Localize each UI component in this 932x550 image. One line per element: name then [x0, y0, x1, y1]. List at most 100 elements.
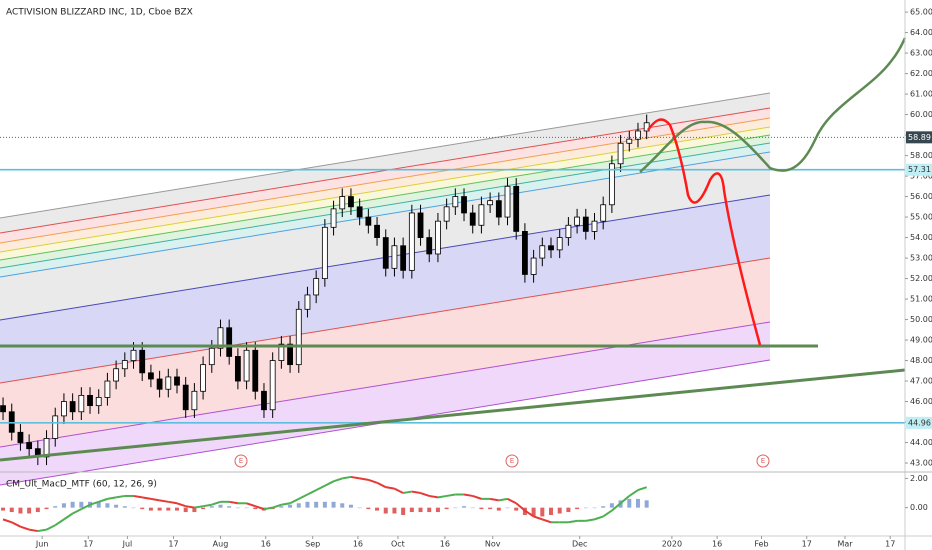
drawings: [0, 92, 771, 486]
macd-histogram-bar: [348, 504, 353, 508]
candle-body: [295, 308, 302, 366]
macd-histogram-bar: [435, 507, 440, 513]
macd-line: [11, 521, 21, 528]
y-tick-label: 55.00: [910, 213, 932, 222]
macd-histogram-bar: [505, 507, 510, 509]
candle-body: [522, 231, 528, 275]
candle-body: [104, 380, 111, 398]
candle-body: [417, 212, 424, 238]
macd-line: [159, 499, 169, 503]
earnings-label: E: [239, 457, 243, 465]
macd-tick-label: 0.00: [910, 503, 928, 512]
macd-histogram-bar: [201, 507, 206, 510]
macd-histogram-bar: [61, 503, 66, 508]
macd-histogram-bar: [514, 507, 519, 511]
macd-line: [281, 502, 291, 506]
candle-body: [287, 343, 293, 366]
macd-line: [359, 477, 369, 481]
macd-line: [376, 481, 387, 489]
x-tick-label: 16: [353, 540, 363, 549]
candle-body: [313, 278, 320, 296]
macd-histogram-bar: [566, 507, 571, 513]
macd-line: [585, 518, 595, 522]
macd-histogram-bar: [18, 507, 23, 514]
candle-body: [130, 349, 137, 361]
macd-histogram-bar: [444, 507, 449, 510]
channel-line: [0, 134, 771, 261]
macd-histogram-bar: [322, 501, 327, 508]
macd-line: [568, 519, 578, 524]
macd-line: [333, 477, 343, 483]
macd-histogram-bar: [401, 507, 406, 515]
candle-body: [582, 216, 589, 232]
macd-histogram-bar: [609, 503, 614, 508]
candle-body: [148, 372, 154, 380]
macd-histogram-bar: [314, 501, 319, 508]
y-tick-label: 47.00: [910, 377, 932, 386]
candle-body: [435, 220, 441, 255]
macd-histogram-bar: [627, 498, 632, 508]
y-tick-label: 63.00: [910, 49, 932, 58]
x-tick-label: 17: [168, 540, 178, 549]
macd-histogram-bar: [583, 507, 588, 509]
macd-histogram-bar: [209, 506, 214, 508]
candle-body: [78, 394, 85, 413]
x-tick-label: Oct: [391, 540, 405, 549]
macd-histogram-bar: [575, 507, 580, 510]
price-label-box: [906, 416, 932, 429]
macd-line: [489, 497, 499, 502]
x-tick-label: Aug: [213, 540, 229, 549]
candle-body: [17, 431, 24, 443]
macd-line: [524, 509, 535, 518]
macd-histogram-bar: [496, 507, 501, 511]
candle-body: [365, 216, 372, 226]
candle-body: [617, 142, 624, 165]
macd-histogram-bar: [409, 507, 414, 513]
macd-histogram-bar: [44, 507, 49, 510]
y-tick-label: 58.00: [910, 151, 932, 160]
macd-histogram-bar: [488, 507, 493, 510]
candle-body: [234, 356, 241, 382]
macd-line: [533, 515, 543, 521]
macd-histogram-bar: [96, 501, 101, 508]
channel-band: [0, 135, 770, 268]
candle-body: [156, 378, 163, 390]
macd-line: [628, 489, 639, 497]
y-tick-label: 49.00: [910, 336, 932, 345]
candle-body: [26, 442, 33, 450]
earnings-marker: [234, 454, 248, 468]
candle-body: [400, 245, 407, 271]
macd-histogram-bar: [470, 507, 475, 509]
candle-body: [121, 360, 128, 370]
macd-line: [402, 490, 413, 495]
candle-body: [574, 216, 580, 226]
macd-histogram-bar: [131, 507, 136, 509]
macd-histogram-bar: [601, 506, 606, 508]
macd-histogram-bar: [9, 507, 14, 513]
candle-body: [269, 360, 276, 411]
earnings-marker: [756, 454, 770, 468]
macd-histogram-bar: [279, 506, 284, 508]
y-tick-label: 52.00: [910, 274, 932, 283]
candle-body: [426, 237, 433, 255]
macd-histogram-bar: [70, 501, 75, 508]
last-price-box: [906, 131, 932, 144]
macd-line: [107, 496, 117, 500]
macd-line: [411, 490, 421, 495]
candle-body: [304, 294, 311, 310]
macd-histogram-bar: [531, 507, 536, 517]
x-tick-label: 17: [83, 540, 93, 549]
macd-line: [611, 502, 622, 512]
macd-histogram-bar: [418, 507, 423, 513]
candle-body: [408, 212, 415, 271]
candle-body: [539, 245, 546, 259]
candle-body: [226, 327, 233, 357]
candle-body: [208, 347, 215, 366]
channel-line: [0, 151, 771, 278]
x-tick-label: Mar: [837, 540, 853, 549]
candle-body: [635, 130, 641, 140]
macd-histogram-bar: [192, 507, 197, 513]
candle-body: [374, 224, 380, 238]
macd-line: [420, 492, 430, 497]
macd-line: [246, 502, 256, 508]
